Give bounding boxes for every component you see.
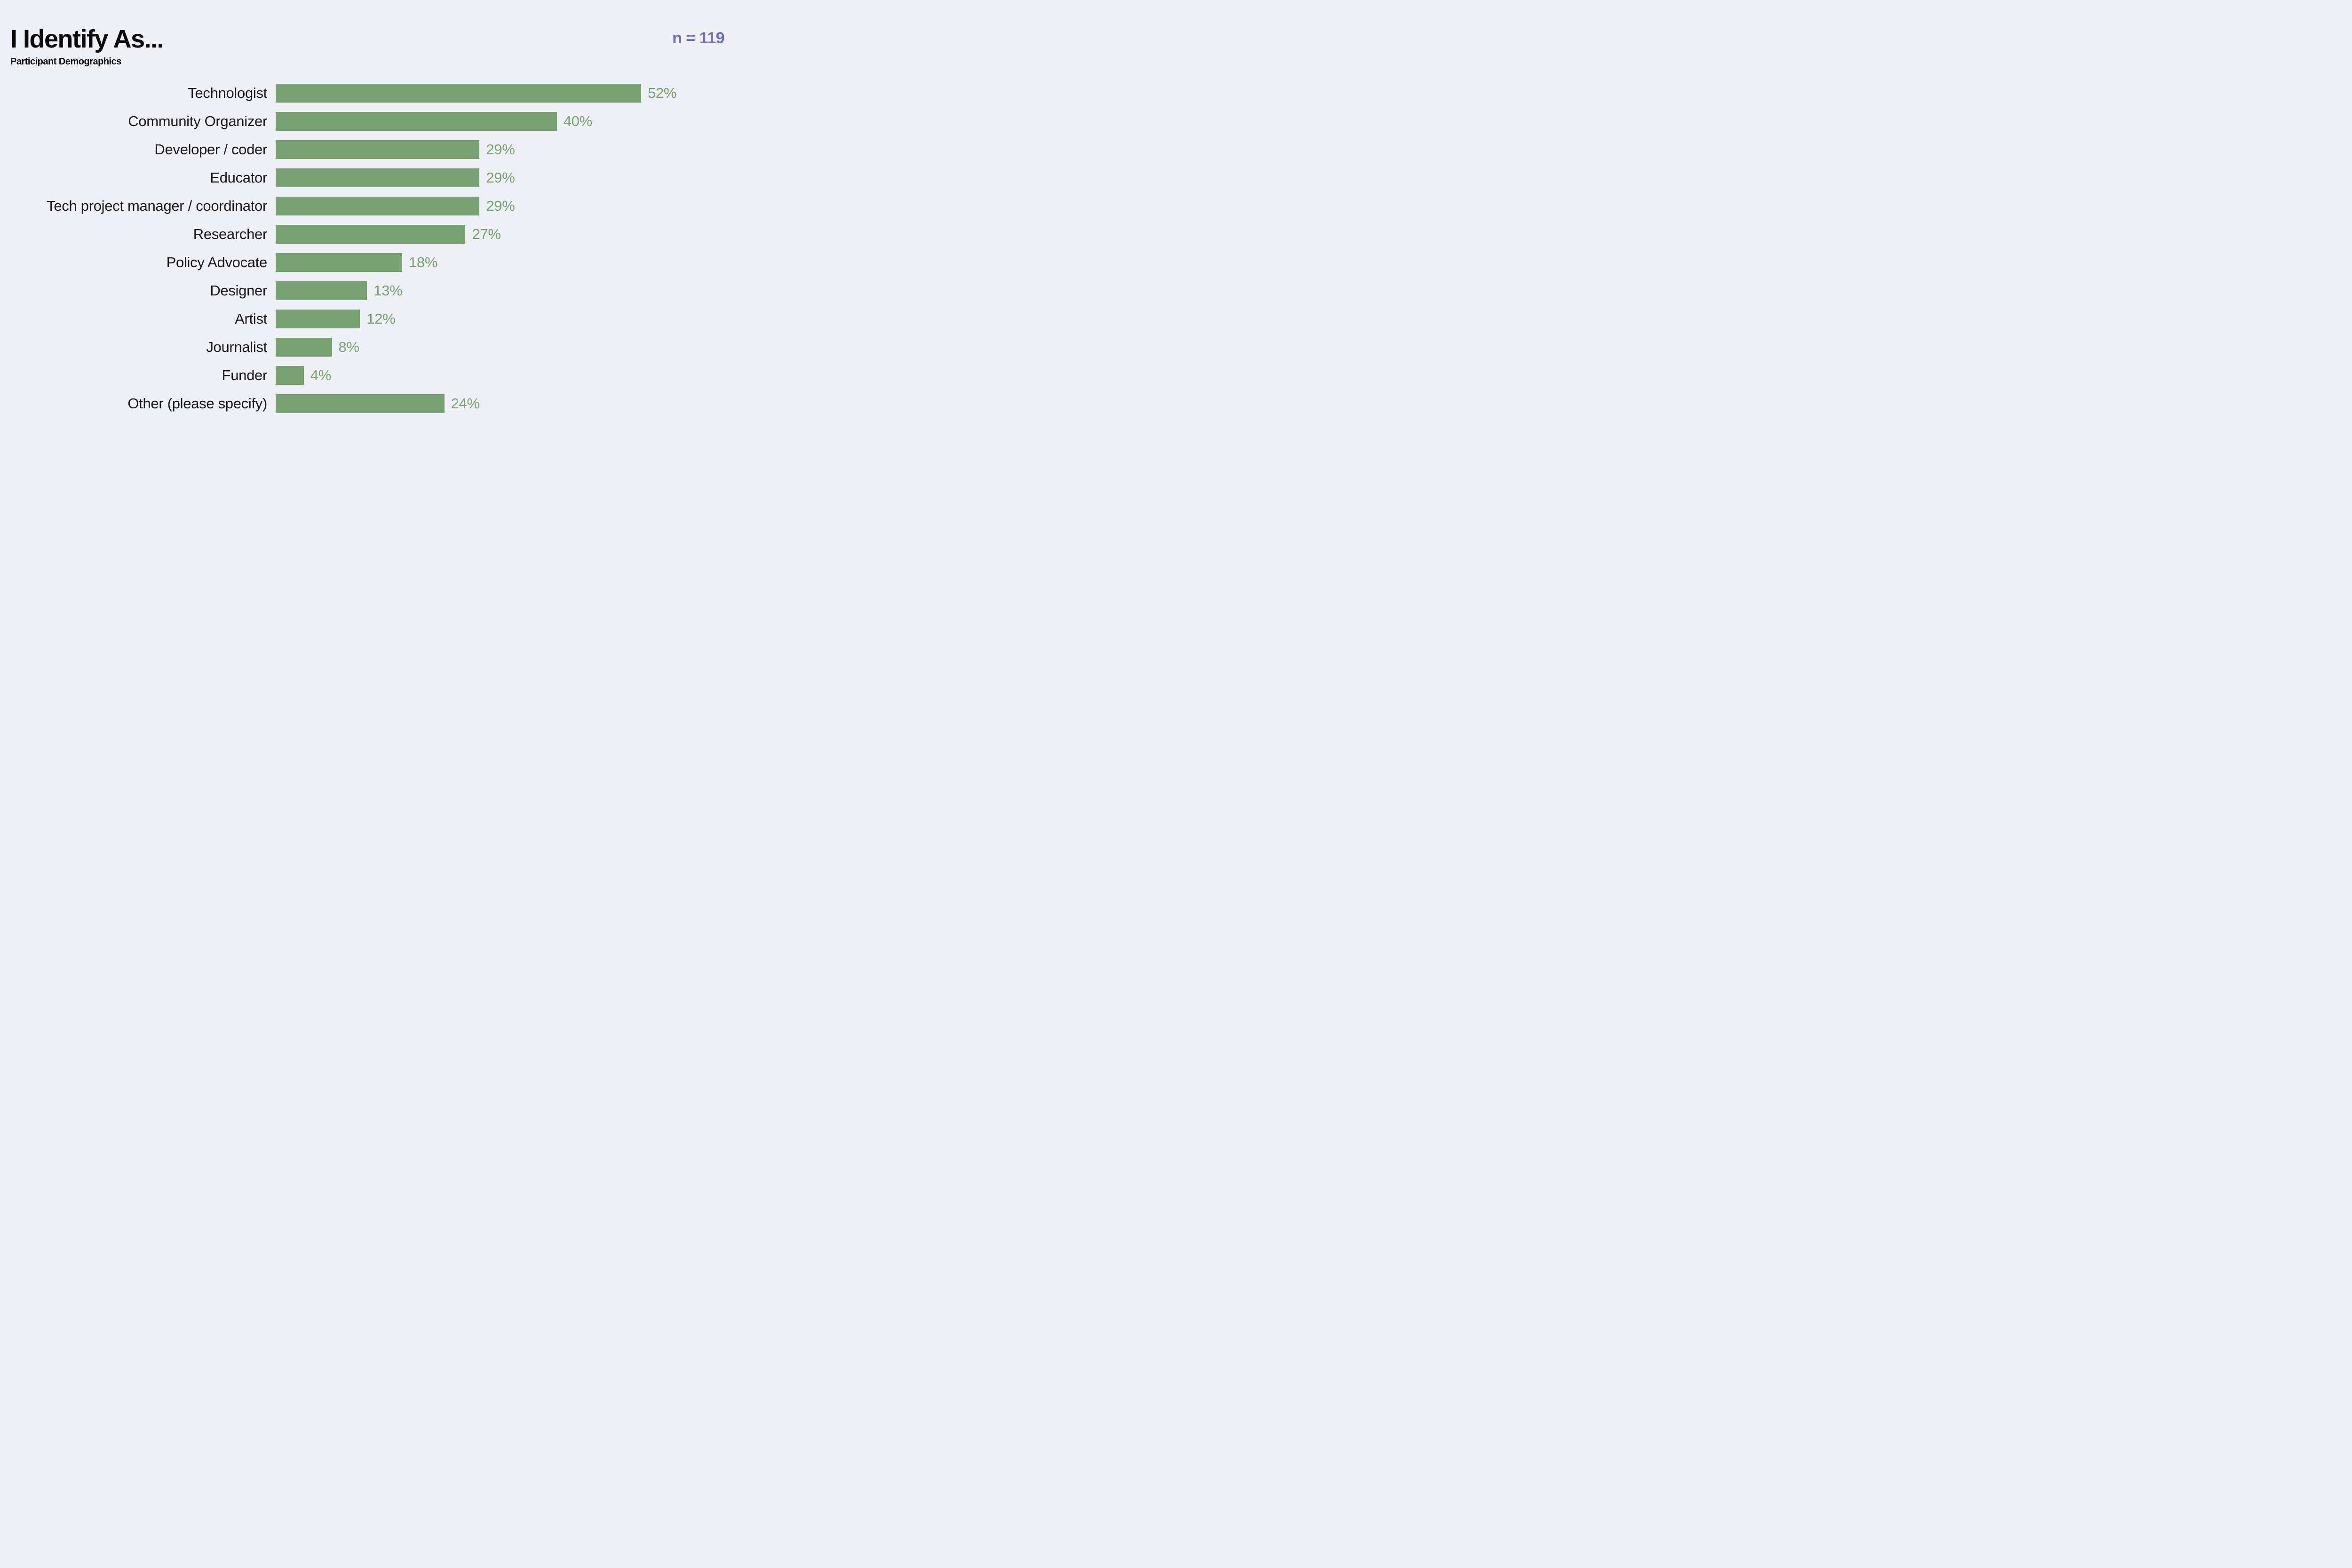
chart-title: I Identify As... [10, 26, 163, 52]
bar-row: Other (please specify) 24% [10, 390, 724, 418]
bar [276, 338, 332, 357]
bar-area: 29% [276, 168, 724, 187]
bar-value: 29% [486, 198, 515, 215]
bar-label: Researcher [10, 226, 269, 243]
bar [276, 112, 557, 131]
bar [276, 197, 479, 215]
bar-label: Other (please specify) [10, 395, 269, 412]
bar-row: Policy Advocate 18% [10, 248, 724, 277]
bar-value: 27% [472, 226, 501, 243]
chart-subtitle: Participant Demographics [10, 56, 163, 67]
bar-value: 13% [373, 282, 402, 299]
bar-label: Journalist [10, 339, 269, 356]
sample-size: n = 119 [672, 26, 724, 48]
bar-label: Educator [10, 169, 269, 186]
bar-value: 29% [486, 141, 515, 158]
bar-area: 29% [276, 140, 724, 159]
bar-row: Researcher 27% [10, 220, 724, 248]
bar-row: Tech project manager / coordinator 29% [10, 192, 724, 220]
bar-value: 12% [366, 310, 395, 327]
bar [276, 394, 445, 413]
bar-label: Designer [10, 282, 269, 299]
bar-value: 8% [339, 339, 359, 356]
bar-value: 18% [409, 254, 437, 271]
bar-area: 52% [276, 84, 724, 103]
bar-label: Community Organizer [10, 113, 269, 130]
bar-value: 24% [451, 395, 480, 412]
bar-label: Funder [10, 367, 269, 384]
bar-row: Educator 29% [10, 164, 724, 192]
bar-chart: Technologist 52% Community Organizer 40% Dev… [10, 79, 724, 418]
bar-area: 13% [276, 281, 724, 300]
bar [276, 140, 479, 159]
bar-label: Developer / coder [10, 141, 269, 158]
bar-row: Journalist 8% [10, 333, 724, 361]
bar-value: 40% [564, 113, 592, 130]
bar [276, 225, 465, 244]
bar-area: 40% [276, 112, 724, 131]
bar-value: 29% [486, 169, 515, 186]
bar-row: Community Organizer 40% [10, 107, 724, 135]
bar-row: Funder 4% [10, 361, 724, 390]
bar-area: 27% [276, 225, 724, 244]
bar-label: Policy Advocate [10, 254, 269, 271]
bar [276, 168, 479, 187]
bar-area: 18% [276, 253, 724, 272]
bar [276, 84, 641, 103]
bar-area: 8% [276, 338, 724, 357]
chart-canvas: I Identify As... Participant Demographic… [0, 0, 753, 470]
title-block: I Identify As... Participant Demographic… [10, 26, 163, 67]
bar-row: Developer / coder 29% [10, 135, 724, 164]
bar [276, 281, 367, 300]
bar-label: Tech project manager / coordinator [10, 198, 269, 215]
bar-value: 52% [648, 85, 676, 102]
bar-area: 12% [276, 310, 724, 328]
bar-area: 29% [276, 197, 724, 215]
bar-label: Artist [10, 310, 269, 327]
chart-header: I Identify As... Participant Demographic… [10, 26, 724, 67]
bar-area: 24% [276, 394, 724, 413]
bar [276, 253, 402, 272]
bar-label: Technologist [10, 85, 269, 102]
bar [276, 366, 304, 385]
bar-row: Technologist 52% [10, 79, 724, 107]
bar-row: Artist 12% [10, 305, 724, 333]
bar-value: 4% [310, 367, 331, 384]
bar [276, 310, 360, 328]
bar-row: Designer 13% [10, 277, 724, 305]
bar-area: 4% [276, 366, 724, 385]
